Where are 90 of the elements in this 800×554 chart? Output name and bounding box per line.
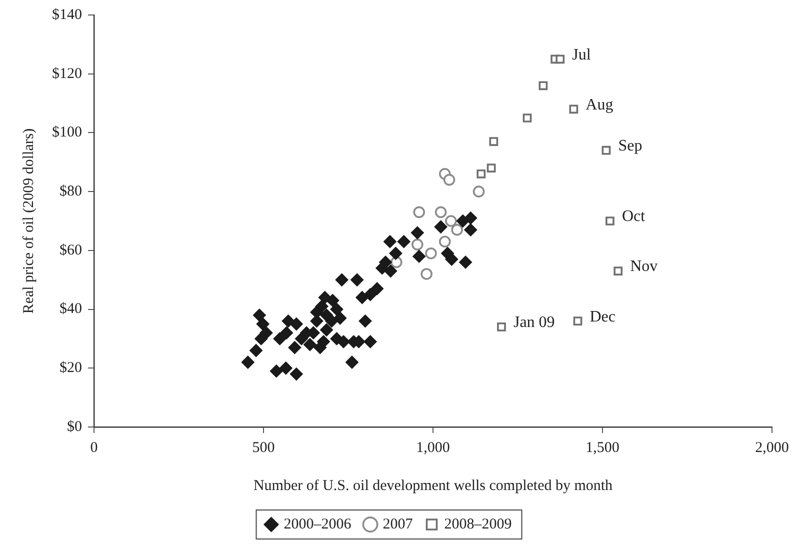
point <box>445 252 458 266</box>
y-tick-label: $0 <box>67 418 82 435</box>
y-axis-title: Real price of oil (2009 dollars) <box>20 128 37 314</box>
point <box>384 264 398 278</box>
point <box>288 341 302 354</box>
point <box>412 250 426 263</box>
point <box>273 332 286 346</box>
point <box>294 332 308 346</box>
point <box>472 186 485 198</box>
annotation: Dec <box>590 308 616 326</box>
point <box>280 326 294 340</box>
legend-label: 2007 <box>382 516 414 532</box>
point <box>376 262 389 275</box>
point <box>573 316 582 326</box>
point <box>425 247 437 260</box>
annotation: Aug <box>586 96 614 114</box>
point <box>420 268 432 280</box>
point <box>370 282 384 296</box>
y-tick-label: $60 <box>60 242 82 258</box>
point <box>556 54 565 64</box>
point <box>325 314 338 328</box>
x-tick-label: 1,500 <box>586 440 620 456</box>
point <box>330 302 344 316</box>
point <box>445 215 457 227</box>
point <box>364 335 377 348</box>
y-tick-label: $20 <box>60 360 82 376</box>
x-tick-label: 1,000 <box>416 440 450 456</box>
y-tick-label: $100 <box>52 124 82 141</box>
point <box>270 364 283 378</box>
point <box>459 256 472 269</box>
point <box>614 266 623 276</box>
point <box>413 206 425 218</box>
point <box>303 338 316 352</box>
annotation: Jul <box>572 46 592 64</box>
x-axis-title: Number of U.S. oil development wells completed by month <box>253 478 614 494</box>
point <box>397 235 410 248</box>
point <box>410 226 424 240</box>
point <box>252 308 266 322</box>
point <box>250 344 263 357</box>
y-tick-label: $120 <box>52 66 82 82</box>
point <box>476 169 486 178</box>
point <box>569 104 578 114</box>
y-tick-label: $140 <box>52 6 82 23</box>
point <box>522 114 532 122</box>
point <box>334 312 347 325</box>
point <box>489 137 498 146</box>
x-tick-label: 2,000 <box>755 440 789 456</box>
point <box>345 356 358 369</box>
legend-label: 2000–2006 <box>284 516 352 532</box>
point <box>358 314 372 328</box>
point <box>438 236 451 248</box>
point <box>290 318 303 330</box>
point <box>434 220 448 234</box>
point <box>456 214 470 228</box>
point <box>282 314 295 328</box>
y-tick-label: $80 <box>60 184 82 200</box>
point <box>412 238 424 250</box>
point <box>326 294 340 307</box>
point <box>320 323 334 336</box>
point <box>383 235 396 248</box>
point <box>486 164 496 172</box>
point <box>337 335 350 348</box>
point <box>389 246 402 260</box>
point <box>356 291 369 304</box>
annotation: Jan 09 <box>513 314 555 332</box>
point <box>256 318 270 330</box>
x-tick-label: 0 <box>90 440 98 456</box>
annotation: Sep <box>618 138 642 155</box>
point <box>290 368 303 381</box>
annotation: Nov <box>630 258 658 276</box>
point <box>434 206 447 218</box>
point <box>364 288 377 302</box>
point <box>602 146 611 155</box>
legend-label: 2008–2009 <box>444 516 512 532</box>
point <box>254 332 268 346</box>
point <box>310 306 324 319</box>
point <box>279 362 292 375</box>
point <box>451 224 463 236</box>
x-tick-label: 500 <box>252 440 275 456</box>
point <box>443 174 456 186</box>
annotation: Oct <box>622 208 646 226</box>
point <box>464 223 478 236</box>
point <box>497 322 506 332</box>
point <box>241 356 254 369</box>
point <box>314 341 327 354</box>
point <box>538 81 548 90</box>
y-tick-label: $40 <box>60 301 82 318</box>
point <box>606 216 614 226</box>
point <box>335 273 348 286</box>
point <box>350 273 364 286</box>
